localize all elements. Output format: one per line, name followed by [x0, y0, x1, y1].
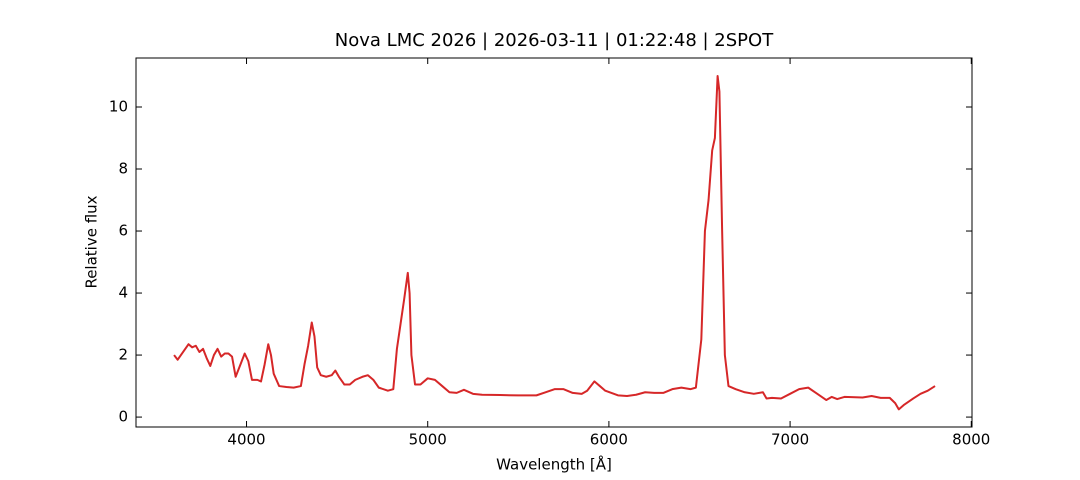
x-axis-label: Wavelength [Å] [496, 455, 612, 474]
plot-frame [135, 57, 973, 428]
x-tick-label: 4000 [227, 431, 265, 449]
y-tick-label: 6 [118, 222, 128, 240]
x-tick-label: 5000 [409, 431, 447, 449]
y-tick-label: 10 [109, 97, 128, 115]
x-tick-label: 7000 [771, 431, 809, 449]
y-axis-label: Relative flux [83, 195, 101, 288]
y-tick-label: 4 [118, 284, 128, 302]
y-tick-label: 0 [118, 408, 128, 426]
y-tick-label: 2 [118, 346, 128, 364]
spectrum-line [173, 74, 936, 411]
x-tick-label: 6000 [590, 431, 628, 449]
x-tick-label: 8000 [952, 431, 990, 449]
y-tick-label: 8 [118, 160, 128, 178]
chart-title: Nova LMC 2026 | 2026-03-11 | 01:22:48 | … [335, 30, 774, 51]
